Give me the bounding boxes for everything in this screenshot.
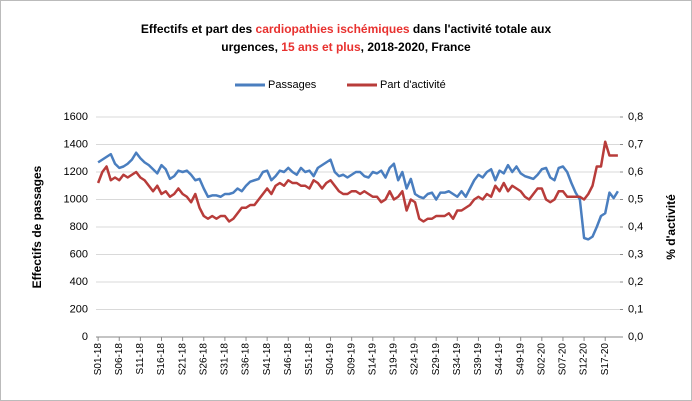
x-tick-label: S44-19 bbox=[494, 343, 505, 376]
y-tick-label: 0 bbox=[82, 331, 88, 343]
x-tick-label: S49-19 bbox=[515, 343, 526, 376]
x-tick-label: S16-18 bbox=[156, 343, 167, 376]
y2-tick-label: 0,8 bbox=[628, 111, 643, 123]
x-tick-label: S01-18 bbox=[93, 343, 104, 376]
y2-axis-title: % d'activité bbox=[664, 194, 678, 260]
y2-tick-label: 0,3 bbox=[628, 248, 643, 260]
y-tick-label: 1200 bbox=[64, 166, 88, 178]
y-tick-label: 1400 bbox=[64, 138, 88, 150]
title-part: cardiopathies ischémiques bbox=[256, 22, 410, 36]
y2-tick-label: 0,0 bbox=[628, 331, 643, 343]
y-tick-label: 1600 bbox=[64, 111, 88, 123]
x-tick-label: S09-19 bbox=[346, 343, 357, 376]
title-part: 15 ans et plus bbox=[281, 40, 361, 54]
series-line bbox=[97, 151, 619, 241]
y2-tick-label: 0,6 bbox=[628, 166, 643, 178]
series-line bbox=[96, 140, 618, 223]
y-tick-label: 800 bbox=[70, 221, 88, 233]
x-tick-label: S24-19 bbox=[410, 343, 421, 376]
y-axis-title: Effectifs de passages bbox=[30, 165, 44, 288]
x-tick-label: S04-19 bbox=[325, 343, 336, 376]
x-tick-label: S07-20 bbox=[558, 343, 569, 376]
x-tick-label: S29-19 bbox=[431, 343, 442, 376]
y2-tick-label: 0,7 bbox=[628, 138, 643, 150]
y2-tick-label: 0,4 bbox=[628, 221, 643, 233]
y2-tick-label: 0,2 bbox=[628, 276, 643, 288]
chart-title: Effectifs et part des cardiopathies isch… bbox=[141, 22, 552, 36]
x-tick-label: S17-20 bbox=[600, 343, 611, 376]
x-tick-label: S36-18 bbox=[241, 343, 252, 376]
y-tick-label: 600 bbox=[70, 248, 88, 260]
x-tick-label: S41-18 bbox=[262, 343, 273, 376]
title-part: Effectifs et part des bbox=[141, 22, 256, 36]
y-tick-label: 400 bbox=[70, 276, 88, 288]
y2-tick-label: 0,5 bbox=[628, 193, 643, 205]
y-tick-label: 1000 bbox=[64, 193, 88, 205]
title-part: dans l'activité totale aux bbox=[410, 22, 552, 36]
x-tick-label: S26-18 bbox=[198, 343, 209, 376]
title-part: urgences, bbox=[221, 40, 281, 54]
legend-label: Part d'activité bbox=[380, 79, 446, 91]
x-tick-label: S12-20 bbox=[579, 343, 590, 376]
legend-label: Passages bbox=[268, 79, 317, 91]
x-tick-label: S21-18 bbox=[177, 343, 188, 376]
x-tick-label: S06-18 bbox=[114, 343, 125, 376]
x-tick-label: S14-19 bbox=[367, 343, 378, 376]
y-tick-label: 200 bbox=[70, 303, 88, 315]
x-tick-label: S31-18 bbox=[220, 343, 231, 376]
x-tick-label: S11-18 bbox=[135, 343, 146, 375]
x-tick-label: S46-18 bbox=[283, 343, 294, 376]
y2-tick-label: 0,1 bbox=[628, 303, 643, 315]
title-part: , 2018-2020, France bbox=[361, 40, 471, 54]
x-tick-label: S39-19 bbox=[473, 343, 484, 376]
x-tick-label: S19-19 bbox=[389, 343, 400, 376]
x-tick-label: S02-20 bbox=[536, 343, 547, 376]
x-tick-label: S34-19 bbox=[452, 343, 463, 376]
x-tick-label: S51-18 bbox=[304, 343, 315, 376]
chart-title: urgences, 15 ans et plus, 2018-2020, Fra… bbox=[221, 40, 471, 54]
